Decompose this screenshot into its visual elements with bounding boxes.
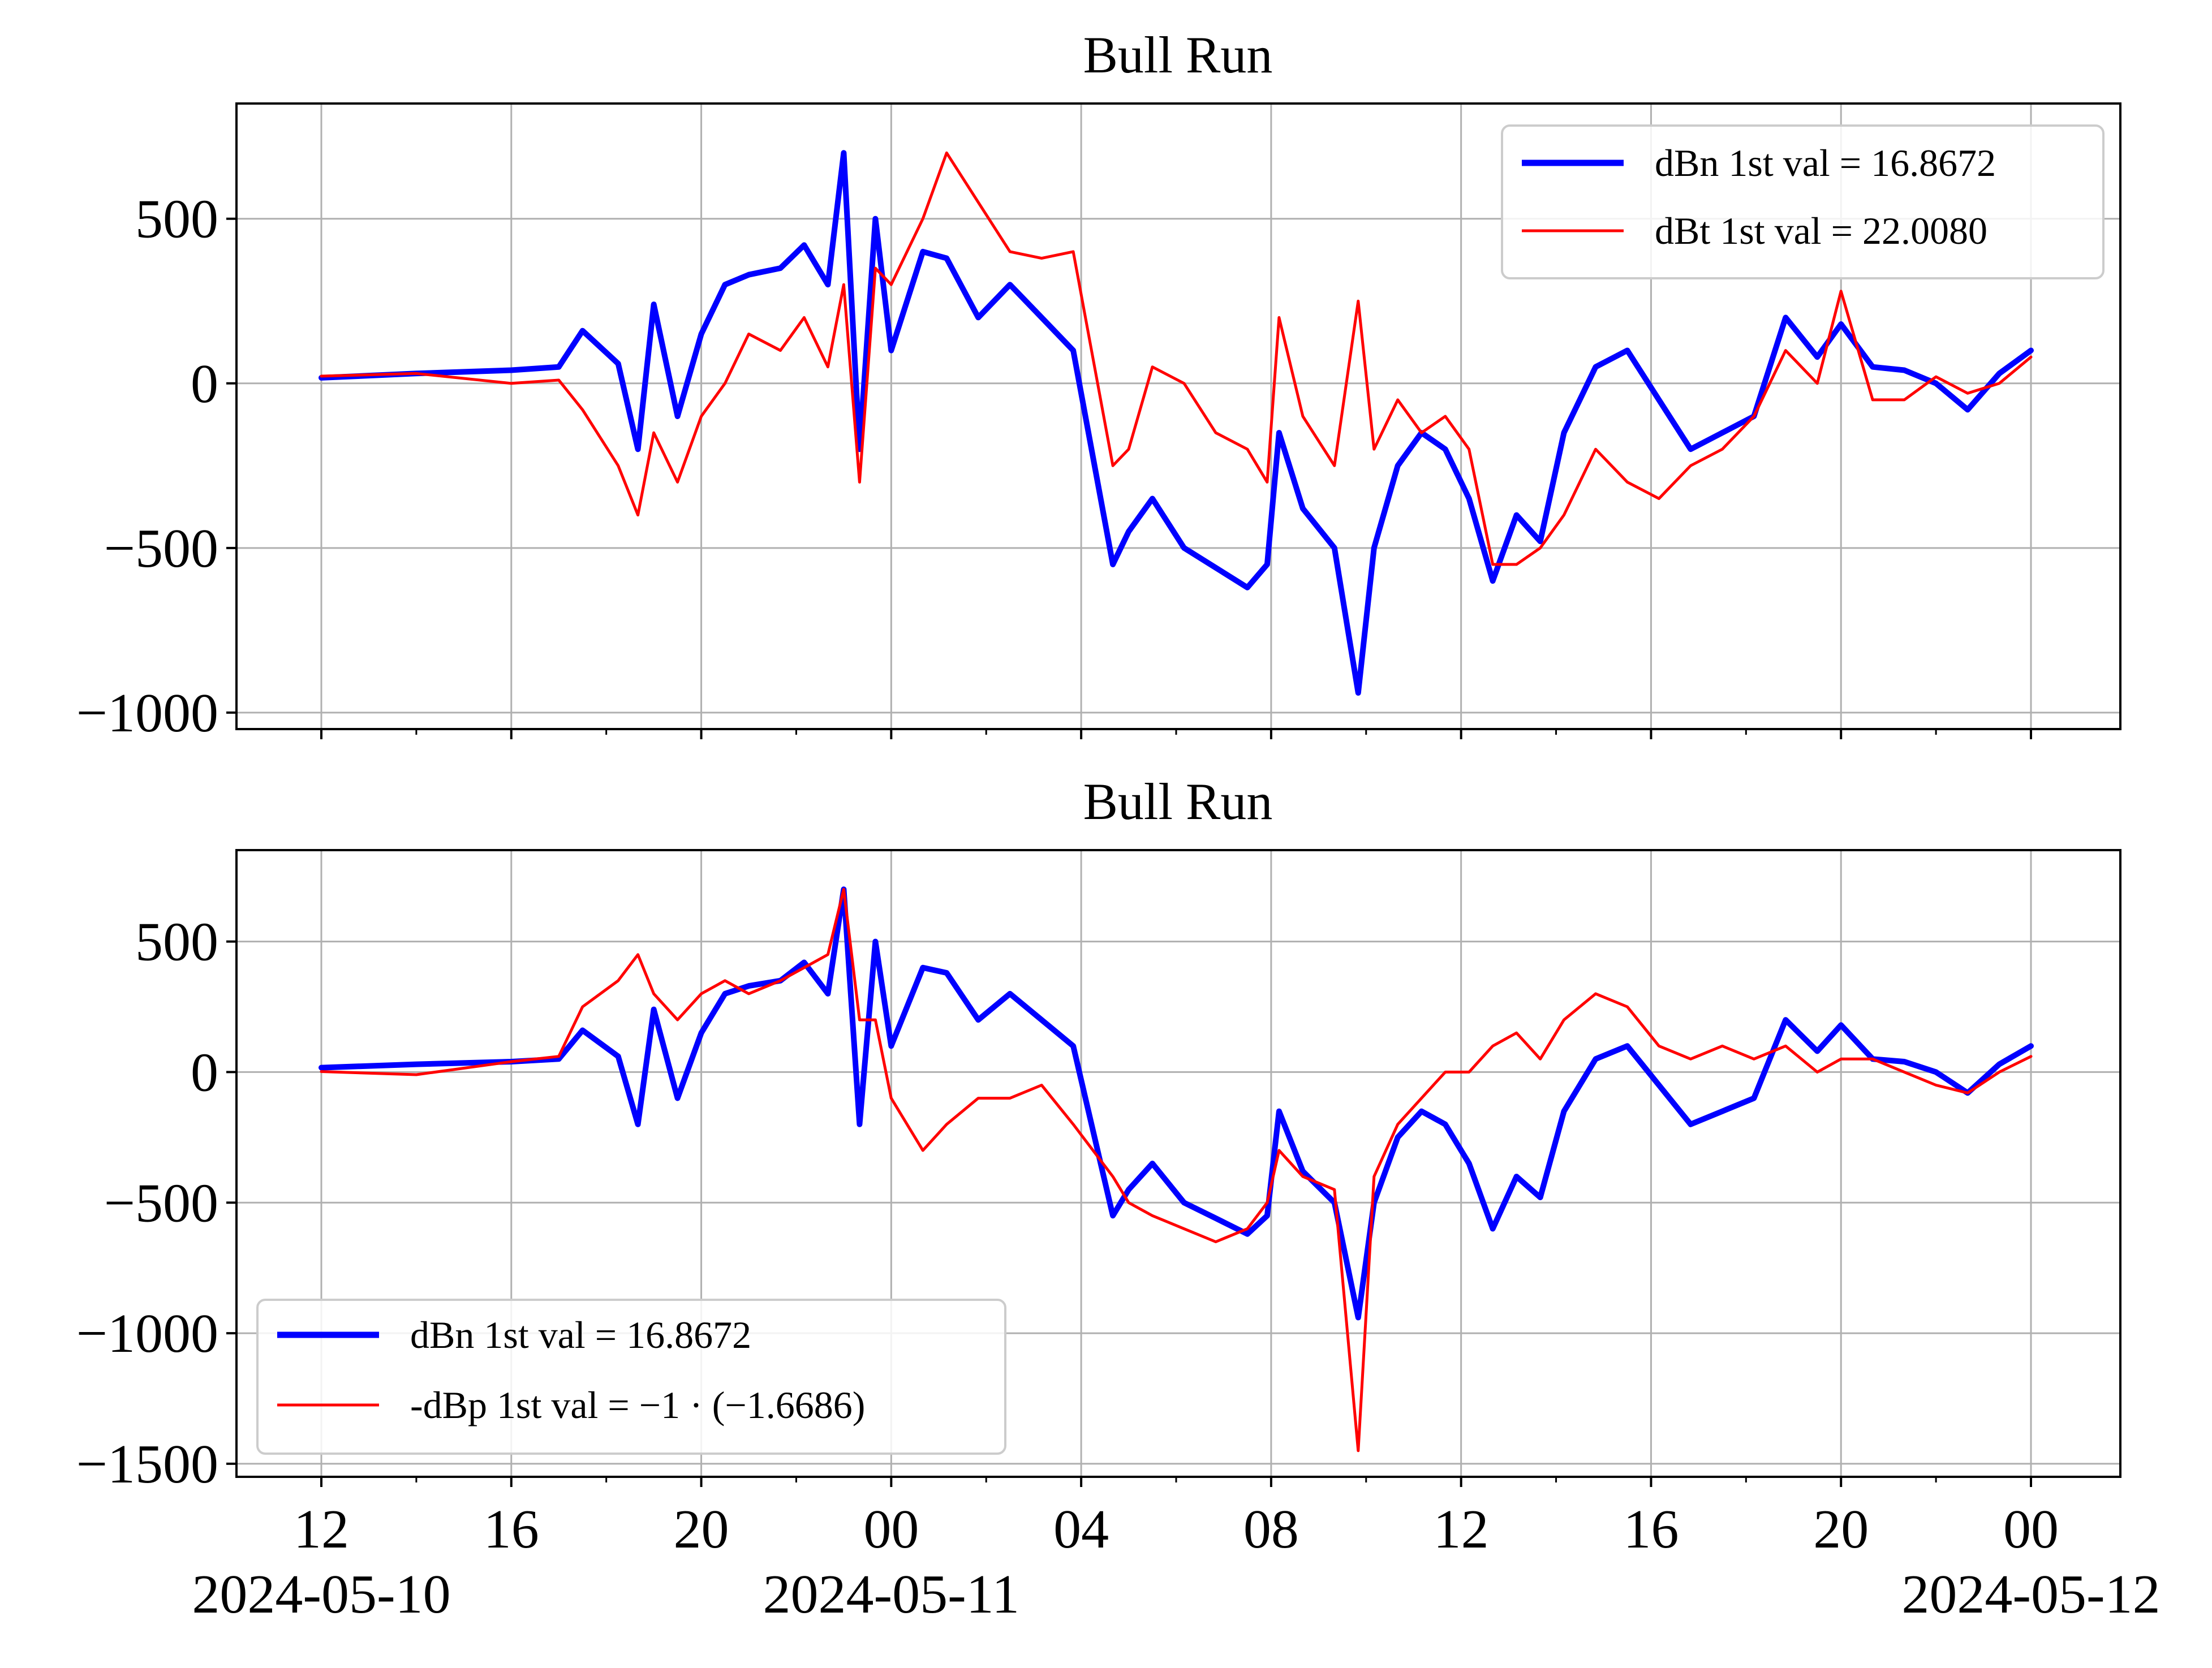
bottom-grid [236,850,2120,1477]
bottom-plot-panel: Bull Run 500 0 −500 −1000 −1500 12 16 20 00 04 08… [76,773,2161,1625]
bottom-legend: dBn 1st val = 16.8672 -dBp 1st val = −1 … [256,1299,1006,1455]
top-chart-title: Bull Run [1083,26,1273,84]
x-date-label: 2024-05-10 [192,1564,450,1625]
bottom-plot-frame [235,849,2121,1478]
x-date-label: 2024-05-11 [763,1564,1020,1625]
x-tick-label: 04 [1053,1499,1109,1560]
top-x-ticks [320,729,2032,739]
x-tick-label: 16 [484,1499,539,1560]
bottom-series-layer [319,886,2034,1453]
x-tick-label: 12 [294,1499,349,1560]
top-legend: dBn 1st val = 16.8672 dBt 1st val = 22.0… [1501,124,2105,279]
x-tick-label: 20 [1813,1499,1869,1560]
top-plot-panel: Bull Run 500 0 −500 −1000 dBn 1st val = 16.… [76,26,2121,744]
bottom-legend-label-dbp: -dBp 1st val = −1 · (−1.6686) [410,1383,865,1426]
series-line-secondary [320,887,2033,1453]
top-legend-label-dbt: dBt 1st val = 22.0080 [1655,209,1987,252]
top-legend-box [1501,124,2105,279]
series-line-dbn [319,886,2034,1321]
y-tick-label: −500 [104,1173,218,1234]
series-line-dbn [319,150,2034,696]
y-tick-label: −1000 [76,1303,218,1364]
x-tick-label: 20 [674,1499,729,1560]
top-y-ticks: 500 0 −500 −1000 [76,189,236,744]
bottom-legend-label-dbn: dBn 1st val = 16.8672 [410,1313,751,1356]
x-tick-label: 00 [863,1499,919,1560]
x-tick-label: 08 [1243,1499,1299,1560]
y-tick-label: −1000 [76,683,218,744]
y-tick-label: 500 [135,189,218,250]
x-tick-label: 16 [1623,1499,1679,1560]
y-tick-label: 0 [191,354,218,415]
top-series-layer [319,150,2034,696]
x-date-label: 2024-05-12 [1901,1564,2160,1625]
series-line-secondary [320,151,2033,566]
bottom-y-ticks: 500 0 −500 −1000 −1500 [76,912,236,1495]
top-legend-label-dbn: dBn 1st val = 16.8672 [1655,141,1996,184]
y-tick-label: −1500 [76,1434,218,1495]
y-tick-label: 0 [191,1042,218,1103]
bottom-legend-box [256,1299,1006,1455]
x-tick-label: 12 [1434,1499,1489,1560]
y-tick-label: 500 [135,912,218,973]
x-tick-label: 00 [2003,1499,2059,1560]
y-tick-label: −500 [104,518,218,579]
bottom-x-ticks: 12 16 20 00 04 08 12 16 20 00 2024-05-10 2024-05-11… [192,1477,2161,1625]
bottom-chart-title: Bull Run [1083,773,1273,830]
top-plot-frame [235,102,2121,730]
